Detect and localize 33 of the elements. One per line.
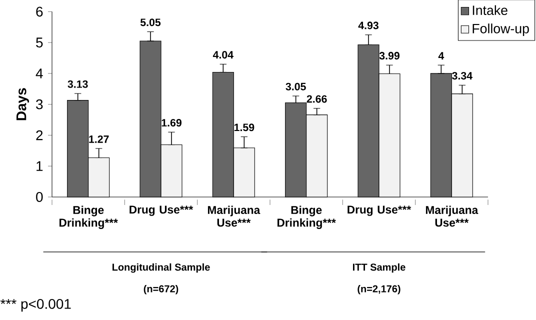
data-label: 3.13 bbox=[68, 80, 88, 88]
text: Longitudinal Sample bbox=[112, 263, 210, 273]
data-label: 3.34 bbox=[452, 72, 472, 80]
y-tick-label: 5 bbox=[36, 38, 43, 48]
data-label: 1.59 bbox=[234, 124, 254, 132]
data-label: 3.99 bbox=[379, 52, 400, 60]
data-label: 4.04 bbox=[212, 51, 234, 59]
data-label: 5.05 bbox=[140, 18, 161, 26]
text: ITT Sample bbox=[352, 263, 406, 273]
x-tick-label: Drug Use*** bbox=[130, 206, 194, 216]
data-label: 1.27 bbox=[89, 135, 109, 143]
x-tick-label: Binge Drinking*** bbox=[277, 206, 336, 229]
x-tick-label: Marijuana Use*** bbox=[426, 206, 478, 227]
y-tick-label: 3 bbox=[36, 99, 43, 110]
data-label: 3.05 bbox=[286, 82, 306, 90]
y-tick-label: 1 bbox=[36, 161, 43, 171]
y-tick-label: 4 bbox=[36, 68, 43, 78]
legend-label: Follow-up bbox=[472, 24, 529, 36]
data-label: 1.69 bbox=[162, 118, 182, 127]
text: *** p<0.001 bbox=[0, 298, 71, 312]
data-label: 4 bbox=[438, 52, 444, 60]
data-label: 2.66 bbox=[306, 95, 327, 103]
x-tick-label: Binge Drinking*** bbox=[59, 206, 118, 229]
y-tick-label: 0 bbox=[36, 192, 43, 202]
y-tick-label: 2 bbox=[36, 130, 43, 140]
text: (n=2,176) bbox=[358, 285, 400, 294]
legend-label: Intake bbox=[472, 5, 508, 16]
text: (n=672) bbox=[144, 285, 178, 294]
x-tick-label: Marijuana Use*** bbox=[208, 206, 260, 227]
data-label: 4.93 bbox=[358, 22, 378, 30]
x-tick-label: Drug Use*** bbox=[348, 206, 412, 216]
y-axis-title: Days bbox=[16, 88, 30, 120]
y-tick-label: 6 bbox=[36, 6, 43, 17]
